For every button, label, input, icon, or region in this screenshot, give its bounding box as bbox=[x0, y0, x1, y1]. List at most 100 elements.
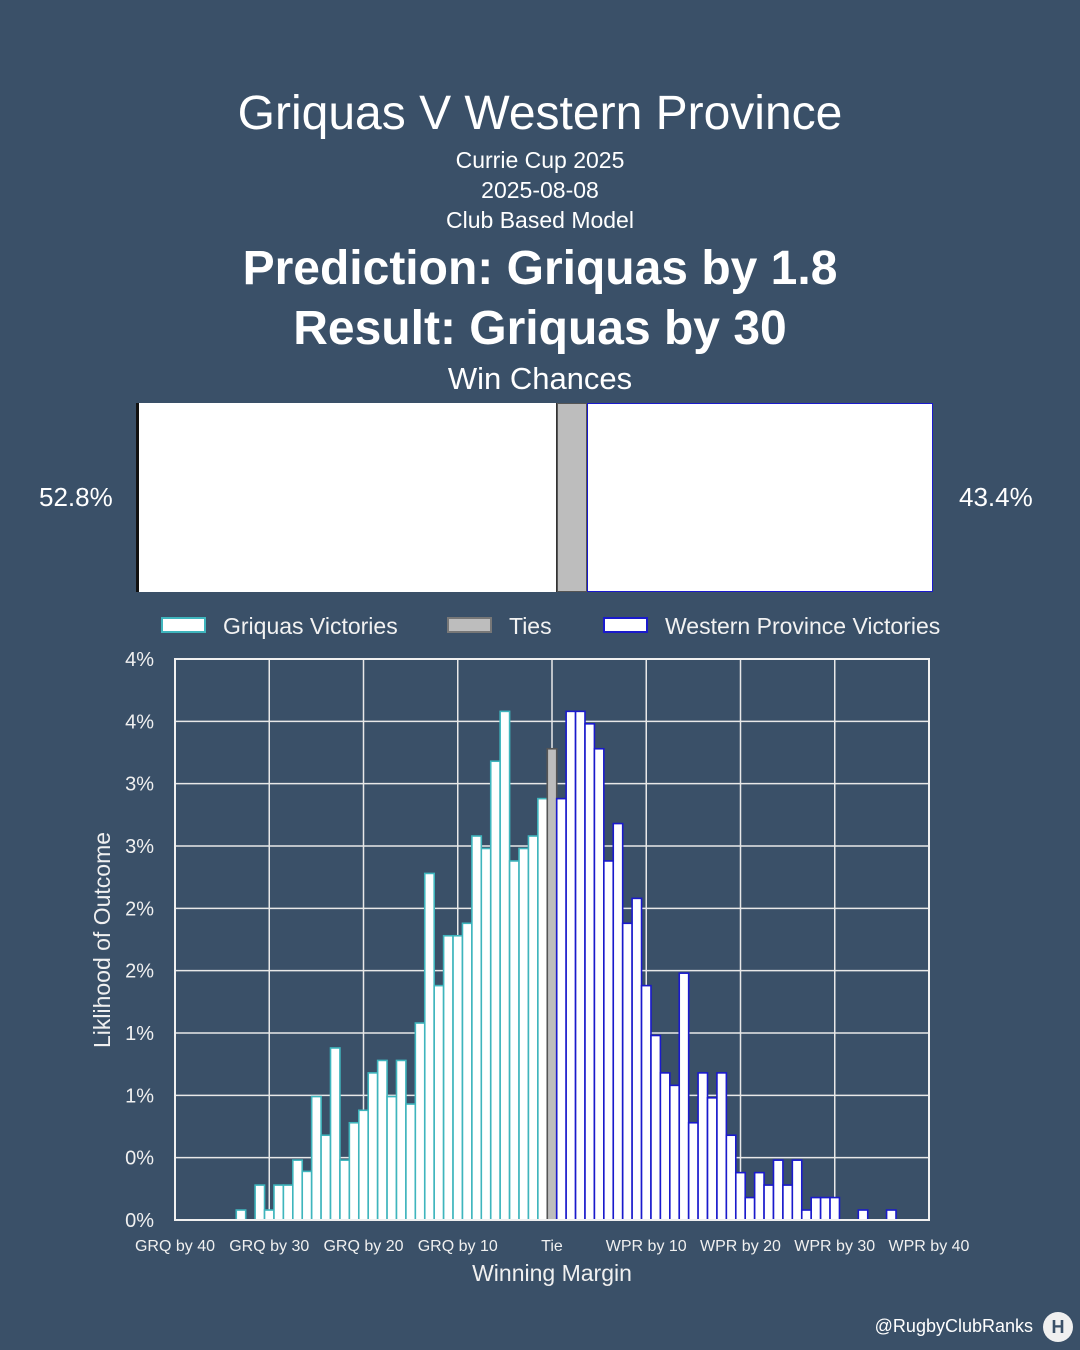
bar-western-province bbox=[810, 1196, 822, 1221]
x-tick-label: GRQ by 10 bbox=[418, 1238, 498, 1255]
bar-griquas bbox=[508, 860, 520, 1221]
bar-western-province bbox=[744, 1196, 756, 1221]
bar-griquas bbox=[357, 1109, 370, 1221]
bar-griquas bbox=[329, 1047, 341, 1221]
bar-western-province bbox=[659, 1072, 671, 1221]
bar-griquas bbox=[405, 1103, 417, 1221]
bar-western-province bbox=[791, 1159, 803, 1221]
bar-griquas bbox=[301, 1170, 313, 1221]
bar-western-province bbox=[678, 972, 690, 1221]
bar-griquas bbox=[452, 934, 464, 1221]
result-text: Result: Griquas by 30 bbox=[293, 302, 787, 355]
bar-griquas bbox=[282, 1184, 294, 1221]
bar-western-province bbox=[819, 1196, 831, 1221]
griquas-win-percent: 52.8% bbox=[39, 482, 113, 512]
legend-swatch-western-province bbox=[603, 617, 648, 633]
bar-griquas bbox=[386, 1095, 398, 1221]
legend-swatch-griquas bbox=[161, 617, 206, 633]
bar-griquas bbox=[310, 1095, 322, 1221]
bar-griquas bbox=[292, 1159, 304, 1221]
bar-griquas bbox=[376, 1059, 388, 1221]
bar-griquas bbox=[480, 847, 492, 1221]
bar-western-province bbox=[857, 1209, 869, 1221]
bar-western-province bbox=[725, 1134, 737, 1221]
y-tick-label: 0% bbox=[125, 1210, 154, 1232]
bar-griquas bbox=[254, 1184, 266, 1221]
bar-griquas bbox=[527, 835, 539, 1221]
bar-griquas bbox=[518, 847, 530, 1221]
bar-griquas bbox=[339, 1159, 351, 1221]
bar-western-province bbox=[753, 1171, 765, 1221]
bar-griquas bbox=[367, 1072, 379, 1221]
x-tick-label: WPR by 10 bbox=[606, 1238, 687, 1255]
legend-label-ties: Ties bbox=[509, 613, 552, 639]
win-chances-label: Win Chances bbox=[447, 361, 633, 396]
x-tick-label: GRQ by 20 bbox=[323, 1238, 403, 1255]
bar-western-province bbox=[716, 1072, 728, 1221]
rugby-posts-icon: H bbox=[1043, 1312, 1073, 1342]
legend-swatch-ties bbox=[447, 617, 492, 633]
bar-griquas bbox=[414, 1022, 426, 1221]
x-tick-label: WPR by 40 bbox=[889, 1238, 970, 1255]
win-bar-western-province-segment bbox=[587, 403, 933, 592]
y-tick-label: 1% bbox=[125, 1085, 154, 1107]
y-tick-label: 1% bbox=[125, 1023, 154, 1045]
y-tick-label: 4% bbox=[125, 649, 154, 671]
bar-griquas bbox=[423, 872, 435, 1221]
bar-western-province bbox=[574, 710, 586, 1221]
bar-western-province bbox=[603, 860, 615, 1221]
x-axis-label: Winning Margin bbox=[472, 1260, 632, 1286]
bar-griquas bbox=[263, 1209, 275, 1221]
chart-axes bbox=[174, 658, 930, 1221]
bar-western-province bbox=[555, 797, 567, 1221]
bar-griquas bbox=[461, 922, 473, 1221]
bar-griquas bbox=[489, 760, 501, 1221]
competition-label: Currie Cup 2025 bbox=[455, 147, 625, 173]
y-tick-label: 3% bbox=[125, 836, 154, 858]
chart-bars bbox=[235, 710, 897, 1221]
bar-griquas bbox=[537, 797, 549, 1221]
x-tick-label: GRQ by 30 bbox=[229, 1238, 309, 1255]
winning-margin-histogram: GRQ by 40 GRQ by 30 GRQ by 20 GRQ by 10 Tie W… bbox=[89, 649, 970, 1286]
model-label: Club Based Model bbox=[446, 207, 634, 233]
bar-western-province bbox=[565, 710, 577, 1221]
bar-western-province bbox=[584, 723, 596, 1221]
x-tick-label: WPR by 30 bbox=[794, 1238, 875, 1255]
prediction-text: Prediction: Griquas by 1.8 bbox=[242, 242, 838, 295]
bar-western-province bbox=[593, 747, 605, 1221]
bar-western-province bbox=[612, 822, 624, 1221]
bar-griquas bbox=[499, 710, 511, 1221]
bar-griquas bbox=[235, 1209, 247, 1221]
bar-western-province bbox=[697, 1072, 709, 1221]
bar-western-province bbox=[772, 1159, 784, 1221]
win-bar-tie-segment bbox=[556, 403, 588, 592]
bar-western-province bbox=[763, 1184, 775, 1221]
chart-legend: Griquas Victories Ties Western Province … bbox=[0, 611, 1080, 641]
bar-western-province bbox=[782, 1184, 794, 1221]
bar-western-province bbox=[885, 1209, 897, 1221]
bar-griquas bbox=[273, 1184, 285, 1221]
bar-western-province bbox=[631, 897, 643, 1221]
western-province-win-percent: 43.4% bbox=[959, 482, 1033, 512]
win-chances-bar bbox=[136, 403, 933, 592]
y-tick-label: 0% bbox=[125, 1148, 154, 1170]
y-tick-label: 2% bbox=[125, 898, 154, 920]
chart-title: Griquas V Western Province bbox=[237, 87, 843, 140]
y-axis-ticks: 0% 0% 1% 1% 2% 2% 3% 3% 4% 4% bbox=[125, 649, 154, 1232]
bar-western-province bbox=[800, 1209, 812, 1221]
bar-griquas bbox=[471, 835, 483, 1221]
x-tick-label: WPR by 20 bbox=[700, 1238, 781, 1255]
bar-griquas bbox=[320, 1134, 332, 1221]
bar-western-province bbox=[640, 984, 652, 1221]
credit-handle: @RugbyClubRanks bbox=[874, 1316, 1033, 1336]
y-tick-label: 3% bbox=[125, 774, 154, 796]
bar-western-province bbox=[621, 922, 633, 1221]
win-bar-griquas-segment bbox=[136, 403, 557, 592]
x-tick-label: Tie bbox=[541, 1238, 563, 1255]
bar-griquas bbox=[348, 1121, 360, 1221]
y-axis-label: Liklihood of Outcome bbox=[89, 832, 115, 1048]
match-date: 2025-08-08 bbox=[481, 177, 599, 203]
bar-western-province bbox=[706, 1097, 718, 1221]
legend-label-griquas: Griquas Victories bbox=[223, 613, 398, 639]
bar-griquas bbox=[433, 984, 445, 1221]
